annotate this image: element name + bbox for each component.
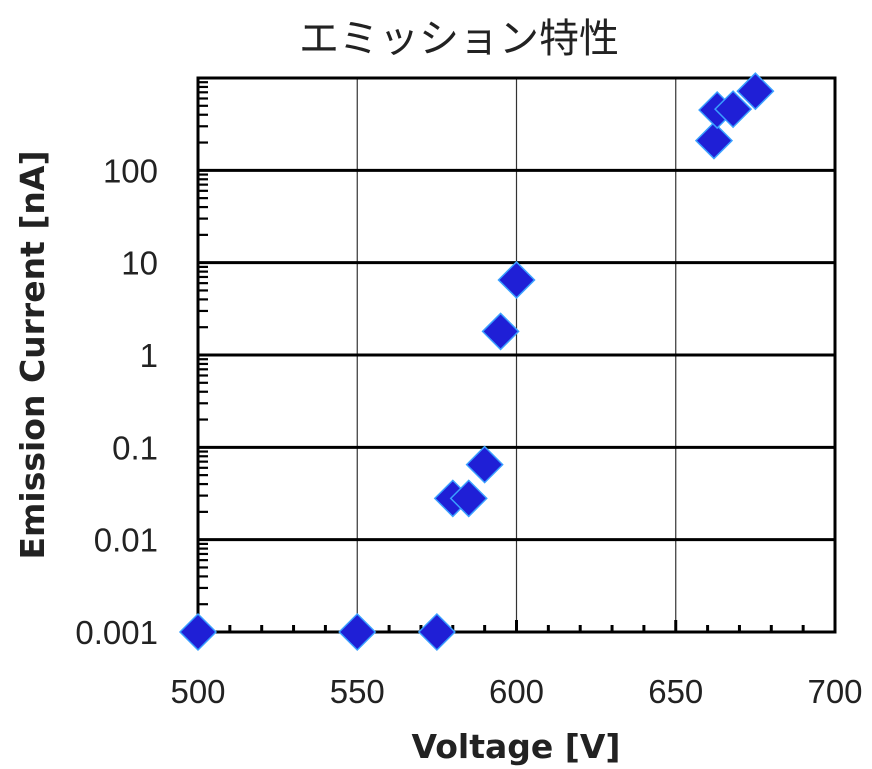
data-point-marker: [736, 72, 775, 111]
y-tick-label: 0.001: [75, 614, 158, 651]
y-axis-label: Emission Current [nA]: [13, 150, 52, 559]
data-point-marker: [694, 121, 734, 160]
data-point-marker: [417, 612, 456, 652]
data-point-marker: [449, 479, 488, 518]
x-tick-label: 600: [489, 673, 544, 710]
plot-frame: [196, 76, 837, 634]
y-tick-label: 10: [121, 245, 158, 282]
grid: [198, 78, 835, 632]
data-point-marker: [714, 90, 753, 129]
x-tick-label: 550: [330, 673, 385, 710]
x-tick-label: 650: [648, 673, 703, 710]
data-point-marker: [465, 445, 504, 484]
x-tick-label: 500: [170, 673, 225, 710]
x-tick-label: 700: [807, 673, 862, 710]
chart-title: エミッション特性: [299, 16, 619, 62]
x-axis-label: Voltage [V]: [412, 727, 621, 766]
y-tick-label: 100: [103, 152, 158, 189]
data-point-marker: [481, 312, 520, 351]
data-point-marker: [178, 612, 218, 652]
y-tick-label: 0.01: [94, 522, 158, 559]
y-tick-label: 1: [140, 337, 158, 374]
data-points: [178, 72, 775, 652]
data-point-marker: [497, 260, 536, 300]
data-point-marker: [338, 612, 377, 652]
y-tick-label: 0.1: [112, 429, 158, 466]
tick-labels: 500 550 600 650 700 0.001 0.01 0.1 1 10 100: [75, 152, 862, 710]
